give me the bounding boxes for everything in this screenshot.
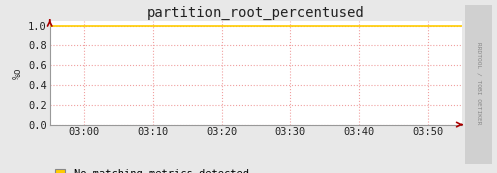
Text: RRDTOOL / TOBI OETIKER: RRDTOOL / TOBI OETIKER bbox=[476, 42, 481, 124]
Title: partition_root_percentused: partition_root_percentused bbox=[147, 6, 365, 20]
Y-axis label: %o: %o bbox=[12, 67, 23, 79]
Legend: No matching metrics detected: No matching metrics detected bbox=[55, 169, 248, 173]
